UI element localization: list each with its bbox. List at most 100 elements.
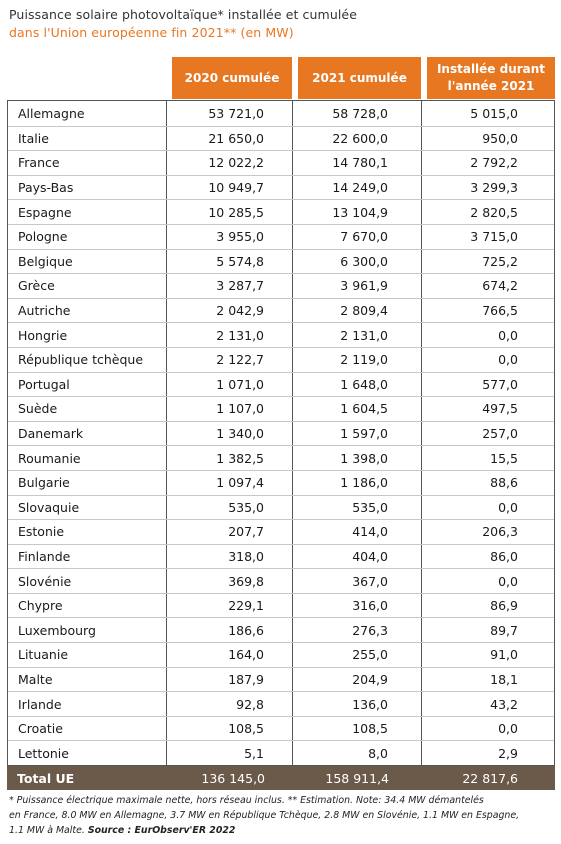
total-installed: 22 817,6 xyxy=(462,770,518,786)
cell-2020: 1 071,0 xyxy=(167,372,293,397)
table-row: Danemark 1 340,0 1 597,0 257,0 xyxy=(8,420,554,446)
cell-2021: 1 597,0 xyxy=(293,421,422,446)
footnote-line-3-text: 1.1 MW à Malte. xyxy=(9,825,85,836)
cell-2021: 255,0 xyxy=(293,643,422,667)
cell-2020: 12 022,2 xyxy=(167,151,293,175)
header-installed-line2: l'année 2021 xyxy=(447,79,535,93)
footnote-line-2: en France, 8.0 MW en Allemagne, 3.7 MW e… xyxy=(9,810,520,821)
table-row: République tchèque 2 122,7 2 119,0 0,0 xyxy=(8,346,554,372)
header-2020-label: 2020 cumulée xyxy=(184,70,280,85)
cell-2020: 369,8 xyxy=(167,569,293,593)
cell-installed: 86,9 xyxy=(490,598,518,614)
cell-2020: 1 382,5 xyxy=(167,446,293,470)
cell-country: Croatie xyxy=(8,716,167,741)
table-row: Italie 21 650,0 22 600,0 950,0 xyxy=(8,125,554,151)
cell-2021: 6 300,0 xyxy=(293,249,422,274)
title-line-2: dans l'Union européenne fin 2021** (en M… xyxy=(9,25,294,40)
cell-2020: 21 650,0 xyxy=(167,126,293,151)
cell-2021: 108,5 xyxy=(293,716,422,741)
cell-2020: 229,1 xyxy=(167,593,293,618)
cell-2021: 136,0 xyxy=(293,692,422,716)
cell-2020: 1 097,4 xyxy=(167,470,293,495)
total-2021: 158 911,4 xyxy=(325,770,389,786)
cell-country: Bulgarie xyxy=(8,470,167,495)
cell-country: Finlande xyxy=(8,544,167,569)
cell-2020: 187,9 xyxy=(167,667,293,692)
table-row: France 12 022,2 14 780,1 2 792,2 xyxy=(8,150,554,175)
cell-2021: 1 186,0 xyxy=(293,470,422,495)
cell-2021: 2 809,4 xyxy=(293,298,422,323)
table-row: Pays-Bas 10 949,7 14 249,0 3 299,3 xyxy=(8,174,554,200)
table-row: Portugal 1 071,0 1 648,0 577,0 xyxy=(8,371,554,397)
cell-2021: 276,3 xyxy=(293,618,422,643)
cell-2020: 2 122,7 xyxy=(167,347,293,372)
cell-2020: 10 949,7 xyxy=(167,175,293,200)
total-label: Total UE xyxy=(17,770,75,786)
table-row: Bulgarie 1 097,4 1 186,0 88,6 xyxy=(8,469,554,495)
cell-country: Espagne xyxy=(8,200,167,224)
cell-country: Pays-Bas xyxy=(8,175,167,200)
cell-2021: 22 600,0 xyxy=(293,126,422,151)
cell-country: Roumanie xyxy=(8,446,167,470)
table-row: Suède 1 107,0 1 604,5 497,5 xyxy=(8,396,554,421)
cell-2021: 316,0 xyxy=(293,593,422,618)
cell-country: Italie xyxy=(8,126,167,151)
cell-country: Chypre xyxy=(8,593,167,618)
table-row: Pologne 3 955,0 7 670,0 3 715,0 xyxy=(8,223,554,249)
cell-installed: 43,2 xyxy=(490,696,518,712)
cell-2021: 14 780,1 xyxy=(293,151,422,175)
cell-2021: 204,9 xyxy=(293,667,422,692)
cell-2020: 207,7 xyxy=(167,520,293,544)
cell-installed: 950,0 xyxy=(482,130,518,146)
cell-country: Slovaquie xyxy=(8,495,167,520)
cell-installed: 766,5 xyxy=(482,303,518,319)
table-row: Luxembourg 186,6 276,3 89,7 xyxy=(8,617,554,643)
cell-country: République tchèque xyxy=(8,347,167,372)
cell-2020: 3 955,0 xyxy=(167,224,293,249)
cell-2020: 1 107,0 xyxy=(167,397,293,421)
table-row: Lituanie 164,0 255,0 91,0 xyxy=(8,642,554,667)
cell-2021: 14 249,0 xyxy=(293,175,422,200)
cell-2021: 2 131,0 xyxy=(293,323,422,347)
cell-installed: 674,2 xyxy=(482,278,518,294)
cell-2021: 58 728,0 xyxy=(293,101,422,126)
cell-country: France xyxy=(8,151,167,175)
cell-2021: 414,0 xyxy=(293,520,422,544)
table-row: Estonie 207,7 414,0 206,3 xyxy=(8,519,554,544)
cell-installed: 725,2 xyxy=(482,253,518,269)
table-row: Finlande 318,0 404,0 86,0 xyxy=(8,543,554,569)
cell-2021: 1 604,5 xyxy=(293,397,422,421)
cell-country: Allemagne xyxy=(8,101,167,126)
cell-country: Luxembourg xyxy=(8,618,167,643)
cell-country: Lettonie xyxy=(8,741,167,766)
cell-country: Slovénie xyxy=(8,569,167,593)
cell-installed: 2 820,5 xyxy=(470,204,518,220)
table-row: Slovaquie 535,0 535,0 0,0 xyxy=(8,494,554,520)
cell-country: Irlande xyxy=(8,692,167,716)
header-installed-line1: Installée durant xyxy=(436,62,546,76)
table-row: Chypre 229,1 316,0 86,9 xyxy=(8,592,554,618)
cell-country: Belgique xyxy=(8,249,167,274)
table-row: Croatie 108,5 108,5 0,0 xyxy=(8,715,554,741)
table-row: Slovénie 369,8 367,0 0,0 xyxy=(8,568,554,593)
cell-installed: 2 792,2 xyxy=(470,155,518,171)
cell-2021: 3 961,9 xyxy=(293,274,422,298)
cell-installed: 88,6 xyxy=(490,475,518,491)
table-row: Malte 187,9 204,9 18,1 xyxy=(8,666,554,692)
cell-2021: 1 398,0 xyxy=(293,446,422,470)
cell-2020: 5 574,8 xyxy=(167,249,293,274)
header-blank xyxy=(7,57,166,99)
cell-2021: 8,0 xyxy=(293,741,422,766)
cell-installed: 206,3 xyxy=(482,524,518,540)
cell-installed: 0,0 xyxy=(498,573,518,589)
cell-2020: 53 721,0 xyxy=(167,101,293,126)
cell-2020: 10 285,5 xyxy=(167,200,293,224)
cell-country: Malte xyxy=(8,667,167,692)
cell-country: Autriche xyxy=(8,298,167,323)
cell-2020: 3 287,7 xyxy=(167,274,293,298)
footnote-line-1: * Puissance électrique maximale nette, h… xyxy=(9,795,484,806)
cell-2020: 318,0 xyxy=(167,544,293,569)
cell-installed: 0,0 xyxy=(498,352,518,368)
cell-installed: 497,5 xyxy=(482,401,518,417)
cell-installed: 577,0 xyxy=(482,376,518,392)
